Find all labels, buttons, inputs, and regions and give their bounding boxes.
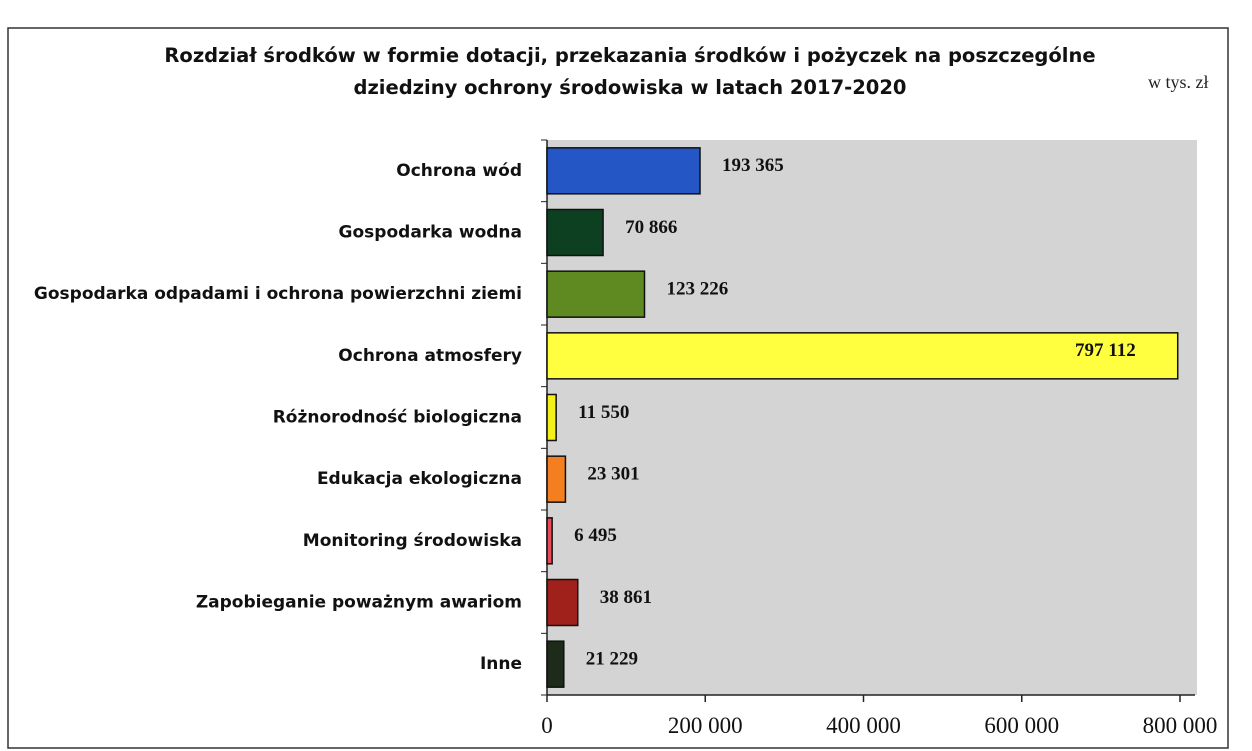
category-label: Inne (480, 654, 522, 674)
x-tick-label: 600 000 (984, 713, 1059, 738)
bar (546, 147, 701, 195)
x-tick-label: 400 000 (826, 713, 901, 738)
value-label: 38 861 (600, 587, 652, 608)
bar (546, 332, 1179, 380)
value-label: 23 301 (587, 464, 639, 485)
value-label: 193 365 (722, 155, 784, 176)
value-label: 797 112 (1075, 340, 1136, 361)
x-tick-label: 0 (541, 713, 553, 738)
bar (546, 393, 557, 442)
category-label: Edukacja ekologiczna (317, 469, 522, 489)
bar (546, 640, 565, 688)
bar (546, 270, 646, 318)
value-label: 70 866 (625, 217, 677, 238)
category-label: Ochrona wód (396, 161, 522, 181)
category-label: Monitoring środowiska (303, 531, 522, 551)
value-label: 11 550 (578, 402, 629, 423)
bar (546, 208, 604, 257)
category-label: Gospodarka odpadami i ochrona powierzchn… (34, 284, 522, 304)
bar (546, 578, 579, 627)
x-tick-label: 800 000 (1143, 713, 1218, 738)
bar (546, 455, 567, 503)
unit-note: w tys. zł (1148, 72, 1209, 92)
value-label: 21 229 (586, 649, 638, 670)
value-label: 123 226 (667, 279, 729, 300)
x-tick-label: 200 000 (668, 713, 743, 738)
category-label: Gospodarka wodna (339, 223, 522, 243)
plot-area (547, 140, 1197, 695)
category-label: Różnorodność biologiczna (273, 408, 522, 428)
bar (546, 517, 553, 565)
category-label: Ochrona atmosfery (338, 346, 522, 366)
chart-title: Rozdział środków w formie dotacji, przek… (164, 44, 1096, 99)
category-label: Zapobieganie poważnym awariom (196, 593, 522, 613)
value-label: 6 495 (574, 525, 617, 546)
